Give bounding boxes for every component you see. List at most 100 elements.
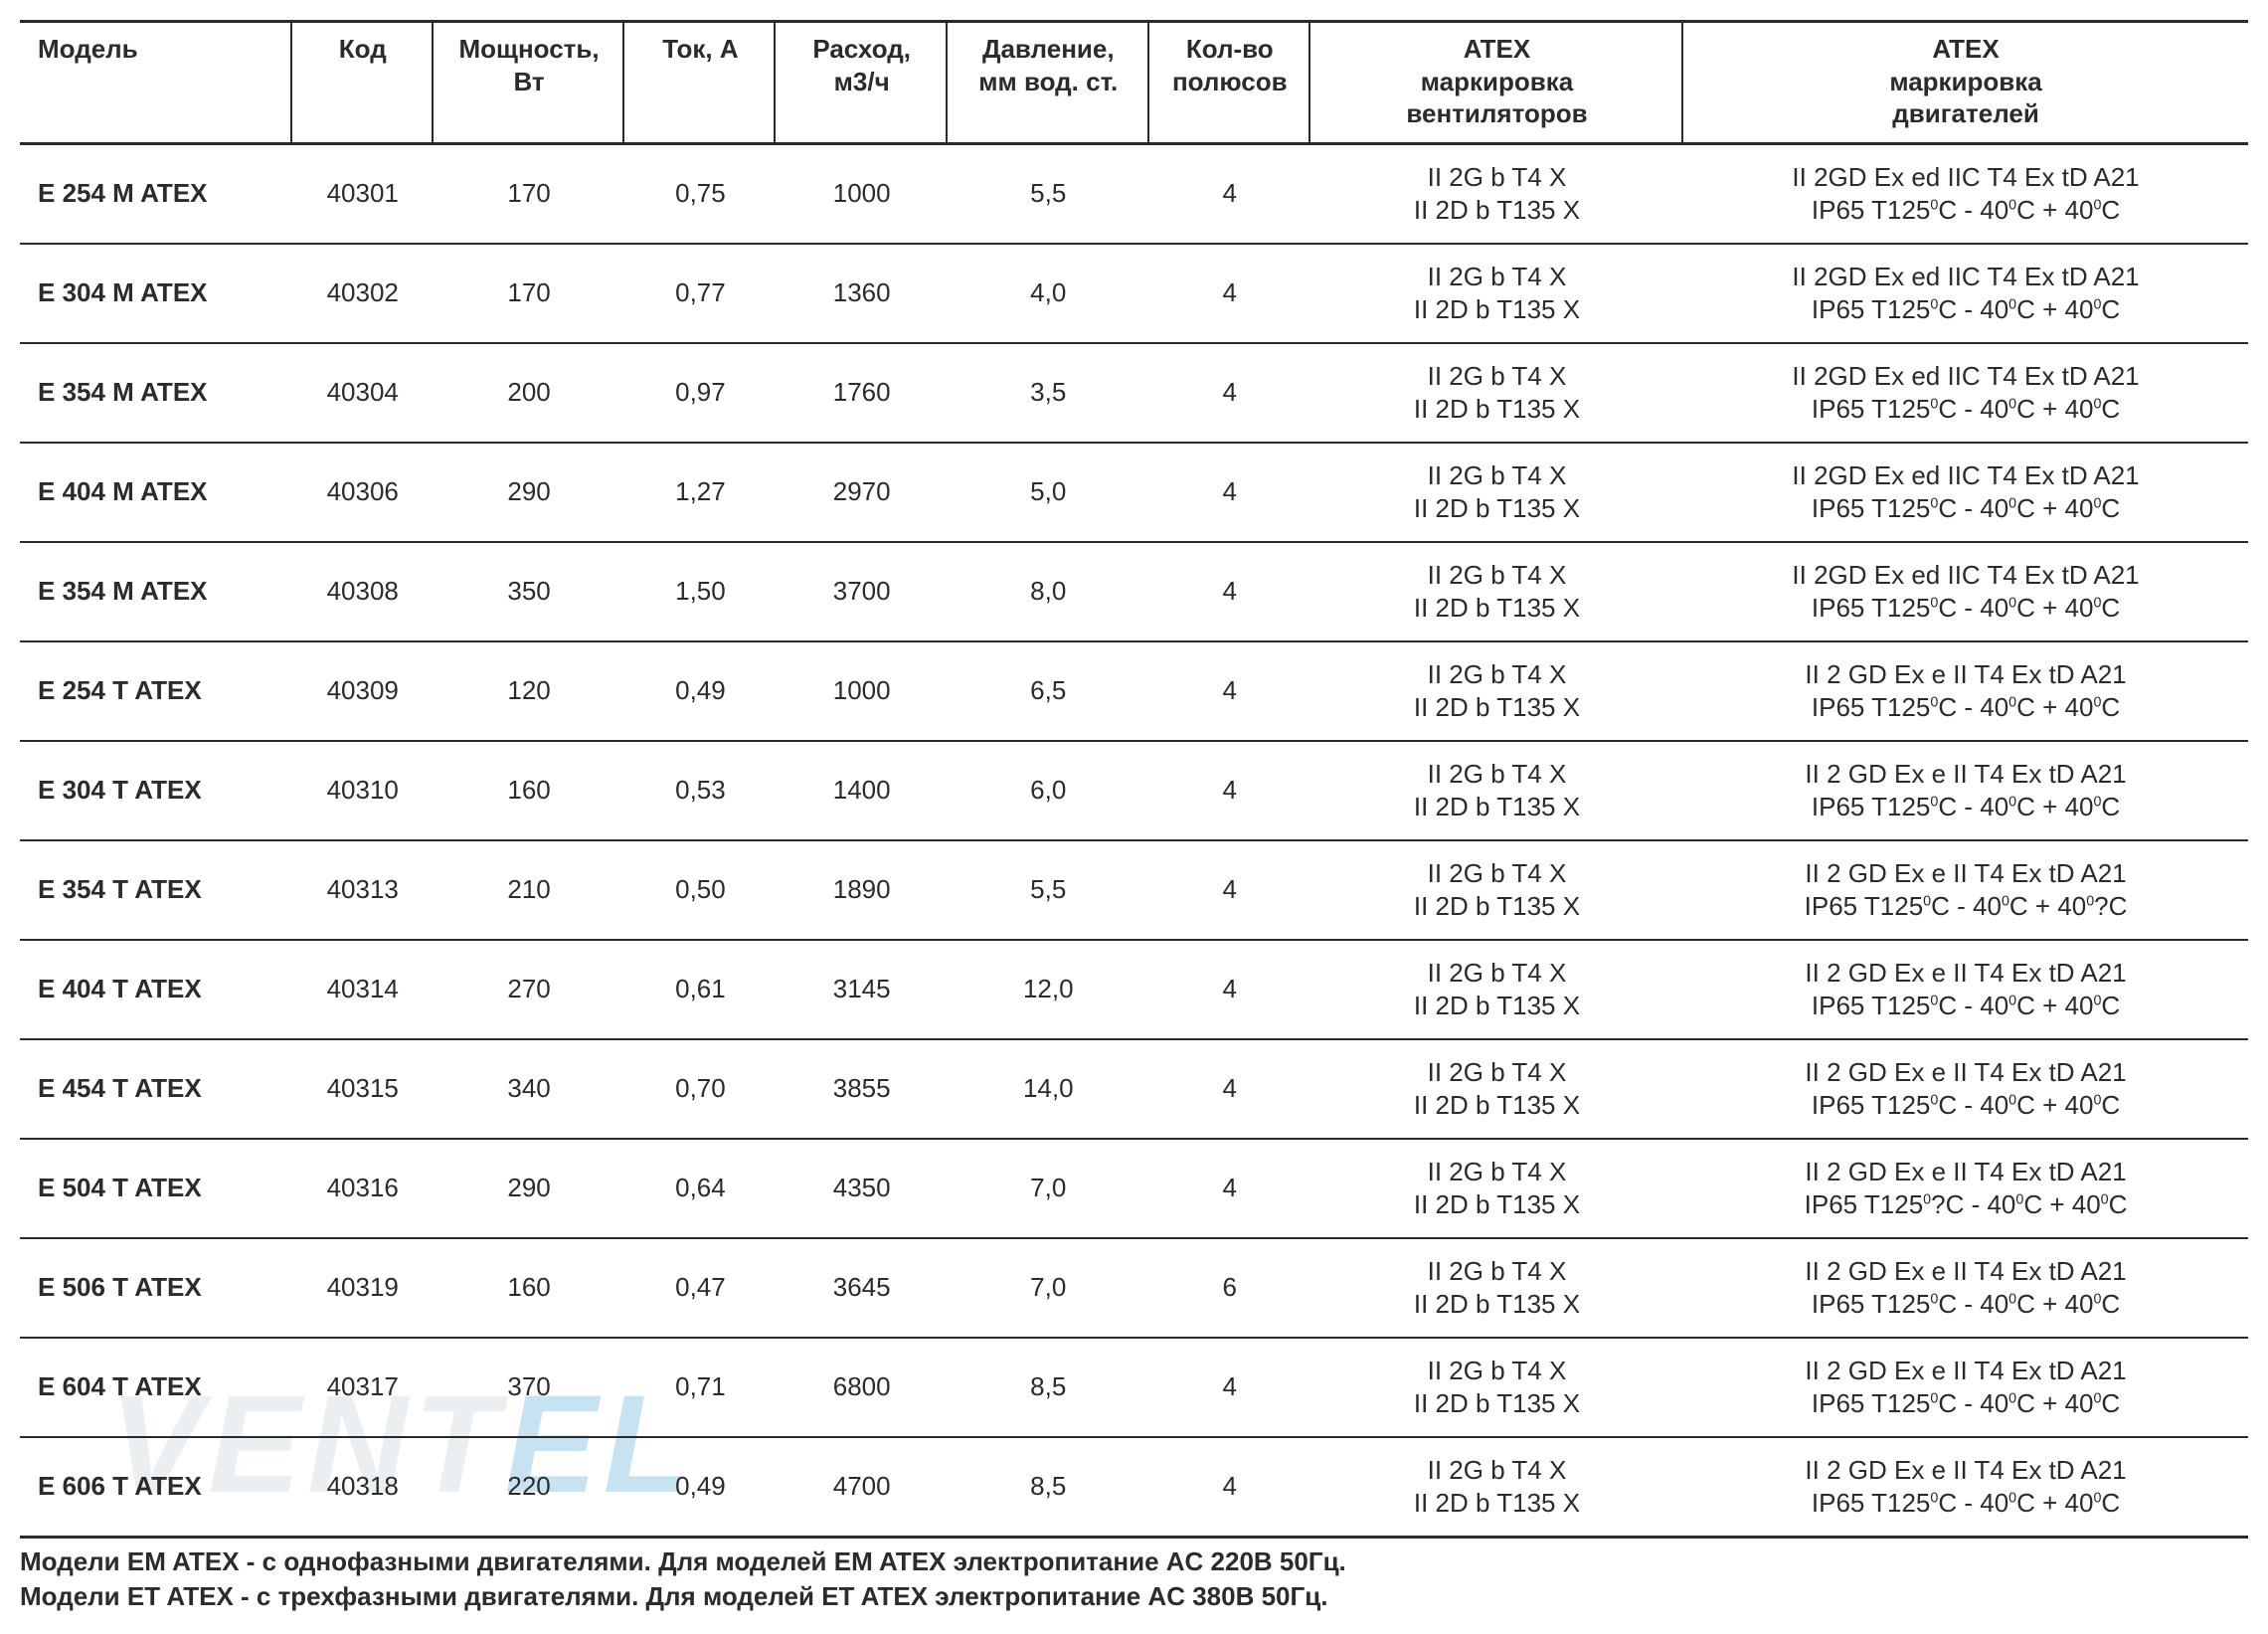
cell-poles: 4: [1149, 542, 1310, 641]
cell-text: II 2G b T4 X: [1316, 658, 1677, 691]
cell-model: E 506 T ATEX: [20, 1238, 292, 1338]
cell-text: II 2 GD Ex e II T4 Ex tD A21: [1689, 1255, 2242, 1288]
cell-text: II 2D b T135 X: [1316, 393, 1677, 426]
cell-poles: 4: [1149, 1437, 1310, 1538]
cell-pressure: 14,0: [948, 1039, 1149, 1139]
cell-pressure: 6,5: [948, 641, 1149, 741]
cell-model: E 304 T ATEX: [20, 741, 292, 840]
cell-text: II 2GD Ex ed IIC T4 Ex tD A21: [1689, 161, 2242, 194]
table-row: E 354 M ATEX403083501,5037008,04II 2G b …: [20, 542, 2248, 641]
cell-model: E 254 T ATEX: [20, 641, 292, 741]
cell-text: II 2G b T4 X: [1316, 161, 1677, 194]
cell-text: II 2G b T4 X: [1316, 1056, 1677, 1089]
cell-pressure: 7,0: [948, 1238, 1149, 1338]
cell-flow: 1760: [776, 343, 947, 443]
cell-text: IP65 T1250C - 400C + 400C: [1689, 1288, 2242, 1321]
cell-text: II 2D b T135 X: [1316, 1387, 1677, 1420]
cell-poles: 4: [1149, 940, 1310, 1039]
cell-text: II 2D b T135 X: [1316, 990, 1677, 1022]
cell-model: E 606 T ATEX: [20, 1437, 292, 1538]
cell-flow: 1000: [776, 641, 947, 741]
cell-pressure: 3,5: [948, 343, 1149, 443]
cell-code: 40304: [292, 343, 434, 443]
header-text: Кол-во: [1155, 33, 1305, 66]
cell-current: 0,64: [624, 1139, 776, 1238]
cell-atex_fan: II 2G b T4 XII 2D b T135 X: [1310, 641, 1683, 741]
cell-pressure: 7,0: [948, 1139, 1149, 1238]
cell-atex_fan: II 2G b T4 XII 2D b T135 X: [1310, 1338, 1683, 1437]
header-text: ATEX: [1689, 33, 2242, 66]
col-header-atex_mot: ATEXмаркировкадвигателей: [1683, 22, 2248, 144]
cell-code: 40301: [292, 143, 434, 244]
cell-power: 160: [434, 1238, 625, 1338]
table-row: E 254 T ATEX403091200,4910006,54II 2G b …: [20, 641, 2248, 741]
cell-model: E 254 M ATEX: [20, 143, 292, 244]
table-row: E 404 M ATEX403062901,2729705,04II 2G b …: [20, 443, 2248, 542]
cell-atex_fan: II 2G b T4 XII 2D b T135 X: [1310, 143, 1683, 244]
footnote-line: Модели ET ATEX - с трехфазными двигателя…: [20, 1579, 2248, 1614]
cell-pressure: 8,5: [948, 1338, 1149, 1437]
cell-code: 40310: [292, 741, 434, 840]
cell-text: IP65 T1250C - 400C + 400C: [1689, 492, 2242, 525]
cell-atex_fan: II 2G b T4 XII 2D b T135 X: [1310, 741, 1683, 840]
cell-text: IP65 T1250C - 400C + 400C: [1689, 194, 2242, 227]
cell-text: II 2D b T135 X: [1316, 890, 1677, 923]
cell-text: II 2G b T4 X: [1316, 360, 1677, 393]
table-row: E 254 M ATEX403011700,7510005,54II 2G b …: [20, 143, 2248, 244]
header-text: вентиляторов: [1316, 97, 1677, 130]
table-row: E 606 T ATEX403182200,4947008,54II 2G b …: [20, 1437, 2248, 1538]
cell-text: IP65 T1250C - 400C + 400C: [1689, 1387, 2242, 1420]
header-text: ATEX: [1316, 33, 1677, 66]
cell-power: 290: [434, 443, 625, 542]
cell-pressure: 5,5: [948, 143, 1149, 244]
cell-pressure: 4,0: [948, 244, 1149, 343]
table-row: E 454 T ATEX403153400,70385514,04II 2G b…: [20, 1039, 2248, 1139]
header-text: Вт: [439, 66, 619, 98]
table-row: E 304 T ATEX403101600,5314006,04II 2G b …: [20, 741, 2248, 840]
cell-flow: 4350: [776, 1139, 947, 1238]
cell-atex_mot: II 2 GD Ex e II T4 Ex tD A21IP65 T1250C …: [1683, 1338, 2248, 1437]
cell-atex_mot: II 2 GD Ex e II T4 Ex tD A21IP65 T1250C …: [1683, 741, 2248, 840]
cell-flow: 3700: [776, 542, 947, 641]
cell-current: 0,77: [624, 244, 776, 343]
cell-model: E 454 T ATEX: [20, 1039, 292, 1139]
cell-atex_mot: II 2 GD Ex e II T4 Ex tD A21IP65 T1250C …: [1683, 641, 2248, 741]
cell-code: 40318: [292, 1437, 434, 1538]
cell-current: 0,49: [624, 641, 776, 741]
cell-atex_fan: II 2G b T4 XII 2D b T135 X: [1310, 244, 1683, 343]
col-header-pressure: Давление,мм вод. ст.: [948, 22, 1149, 144]
cell-power: 340: [434, 1039, 625, 1139]
cell-flow: 1000: [776, 143, 947, 244]
cell-text: II 2 GD Ex e II T4 Ex tD A21: [1689, 1156, 2242, 1188]
cell-power: 290: [434, 1139, 625, 1238]
cell-text: IP65 T1250?C - 400C + 400C: [1689, 1188, 2242, 1221]
cell-pressure: 8,5: [948, 1437, 1149, 1538]
cell-code: 40319: [292, 1238, 434, 1338]
cell-model: E 304 M ATEX: [20, 244, 292, 343]
cell-power: 210: [434, 840, 625, 940]
cell-poles: 4: [1149, 343, 1310, 443]
cell-flow: 2970: [776, 443, 947, 542]
cell-poles: 4: [1149, 443, 1310, 542]
cell-flow: 1890: [776, 840, 947, 940]
cell-poles: 4: [1149, 741, 1310, 840]
cell-text: II 2D b T135 X: [1316, 1487, 1677, 1520]
cell-text: IP65 T1250C - 400C + 400C: [1689, 791, 2242, 823]
cell-text: II 2G b T4 X: [1316, 1454, 1677, 1487]
cell-atex_mot: II 2 GD Ex e II T4 Ex tD A21IP65 T1250C …: [1683, 1238, 2248, 1338]
cell-text: II 2D b T135 X: [1316, 492, 1677, 525]
cell-atex_mot: II 2GD Ex ed IIC T4 Ex tD A21IP65 T1250C…: [1683, 143, 2248, 244]
cell-text: II 2G b T4 X: [1316, 1355, 1677, 1387]
cell-atex_fan: II 2G b T4 XII 2D b T135 X: [1310, 1139, 1683, 1238]
cell-current: 0,71: [624, 1338, 776, 1437]
cell-atex_mot: II 2GD Ex ed IIC T4 Ex tD A21IP65 T1250C…: [1683, 244, 2248, 343]
table-row: E 354 T ATEX403132100,5018905,54II 2G b …: [20, 840, 2248, 940]
cell-poles: 4: [1149, 641, 1310, 741]
cell-current: 0,97: [624, 343, 776, 443]
cell-text: IP65 T1250C - 400C + 400C: [1689, 1089, 2242, 1122]
cell-current: 0,53: [624, 741, 776, 840]
cell-text: II 2D b T135 X: [1316, 194, 1677, 227]
col-header-flow: Расход,м3/ч: [776, 22, 947, 144]
cell-atex_fan: II 2G b T4 XII 2D b T135 X: [1310, 343, 1683, 443]
table-row: E 354 M ATEX403042000,9717603,54II 2G b …: [20, 343, 2248, 443]
